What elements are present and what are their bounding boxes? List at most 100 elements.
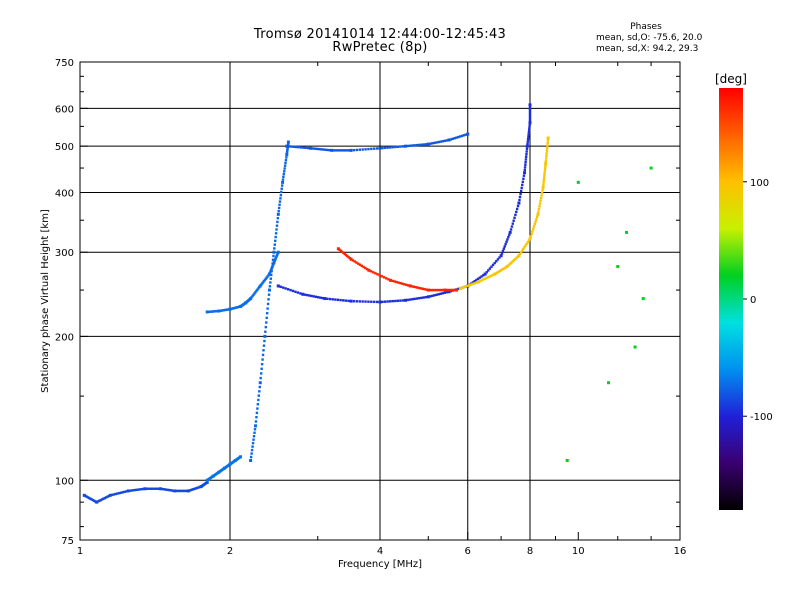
data-point bbox=[339, 298, 342, 302]
data-point bbox=[523, 166, 527, 169]
data-point bbox=[267, 298, 270, 301]
data-point bbox=[285, 150, 289, 154]
data-point bbox=[110, 493, 114, 497]
data-point bbox=[515, 210, 518, 214]
data-point bbox=[82, 493, 86, 497]
data-point bbox=[508, 233, 511, 236]
data-point bbox=[346, 149, 349, 152]
data-point bbox=[433, 294, 436, 297]
data-point bbox=[258, 390, 261, 393]
data-point bbox=[257, 287, 260, 290]
data-point bbox=[408, 144, 412, 147]
data-point bbox=[312, 295, 316, 298]
data-point bbox=[376, 273, 379, 276]
data-point bbox=[419, 287, 423, 290]
data-point bbox=[347, 299, 350, 303]
data-point bbox=[473, 280, 476, 283]
data-point bbox=[321, 148, 325, 151]
data-point bbox=[311, 147, 314, 150]
data-point bbox=[528, 121, 532, 125]
data-point bbox=[112, 493, 116, 496]
data-point bbox=[383, 300, 387, 303]
data-point bbox=[529, 235, 532, 238]
data-point bbox=[408, 298, 412, 301]
data-point bbox=[411, 298, 414, 301]
data-point bbox=[399, 281, 402, 285]
data-point bbox=[137, 488, 140, 491]
data-point bbox=[546, 144, 549, 147]
data-point bbox=[517, 254, 521, 258]
data-point bbox=[264, 330, 267, 333]
data-point bbox=[464, 285, 467, 288]
data-point bbox=[528, 103, 532, 107]
data-point bbox=[257, 394, 261, 397]
data-point bbox=[346, 254, 349, 258]
data-point bbox=[522, 174, 526, 177]
data-point bbox=[462, 285, 466, 289]
data-point bbox=[401, 145, 405, 148]
data-point bbox=[340, 250, 344, 254]
data-point bbox=[502, 247, 506, 250]
data-point bbox=[267, 293, 271, 296]
data-point bbox=[531, 227, 535, 231]
data-point bbox=[641, 297, 645, 301]
data-point bbox=[265, 316, 268, 320]
data-point bbox=[616, 265, 620, 269]
data-point bbox=[250, 296, 253, 299]
data-point bbox=[270, 266, 274, 269]
data-point bbox=[496, 271, 499, 274]
data-point bbox=[274, 235, 277, 239]
data-point bbox=[249, 458, 253, 462]
data-point bbox=[515, 207, 519, 211]
data-point bbox=[286, 149, 289, 153]
data-point bbox=[326, 297, 329, 300]
data-point bbox=[531, 230, 534, 233]
data-point bbox=[277, 206, 281, 210]
data-point bbox=[133, 488, 137, 492]
data-point bbox=[173, 489, 177, 493]
data-point bbox=[253, 424, 257, 428]
data-point bbox=[519, 192, 522, 196]
data-point bbox=[294, 290, 297, 293]
data-point bbox=[255, 289, 258, 293]
data-point bbox=[545, 149, 549, 152]
data-point bbox=[347, 255, 350, 259]
x-tick-label: 1 bbox=[77, 546, 83, 557]
data-point bbox=[391, 299, 394, 303]
data-point bbox=[537, 207, 541, 211]
data-point bbox=[394, 299, 397, 303]
data-point bbox=[395, 280, 398, 284]
data-point bbox=[358, 148, 361, 151]
data-point bbox=[283, 164, 287, 167]
data-point bbox=[525, 150, 528, 153]
y-tick-label: 400 bbox=[55, 188, 74, 199]
data-point bbox=[336, 298, 340, 302]
data-point bbox=[355, 300, 359, 303]
data-point bbox=[415, 143, 419, 147]
data-point bbox=[164, 488, 168, 491]
data-point bbox=[415, 297, 419, 300]
data-point bbox=[490, 265, 493, 268]
data-point bbox=[143, 487, 147, 491]
data-point bbox=[487, 276, 490, 279]
data-point bbox=[189, 488, 193, 492]
data-point bbox=[388, 146, 392, 149]
data-point bbox=[190, 488, 194, 491]
data-point bbox=[433, 288, 437, 292]
data-point bbox=[468, 283, 471, 287]
data-point bbox=[524, 160, 527, 164]
data-point bbox=[457, 135, 460, 139]
phase-x-stats: mean, sd,X: 94.2, 29.3 bbox=[596, 44, 699, 54]
data-point bbox=[282, 172, 286, 176]
data-point bbox=[286, 147, 289, 150]
data-point bbox=[148, 487, 151, 490]
data-point bbox=[528, 119, 532, 123]
data-point bbox=[478, 276, 482, 279]
data-point bbox=[542, 179, 546, 182]
data-point bbox=[521, 249, 524, 252]
data-point bbox=[518, 195, 522, 199]
data-point bbox=[527, 133, 530, 136]
data-point bbox=[285, 144, 289, 148]
x-tick-label: 6 bbox=[465, 546, 471, 557]
